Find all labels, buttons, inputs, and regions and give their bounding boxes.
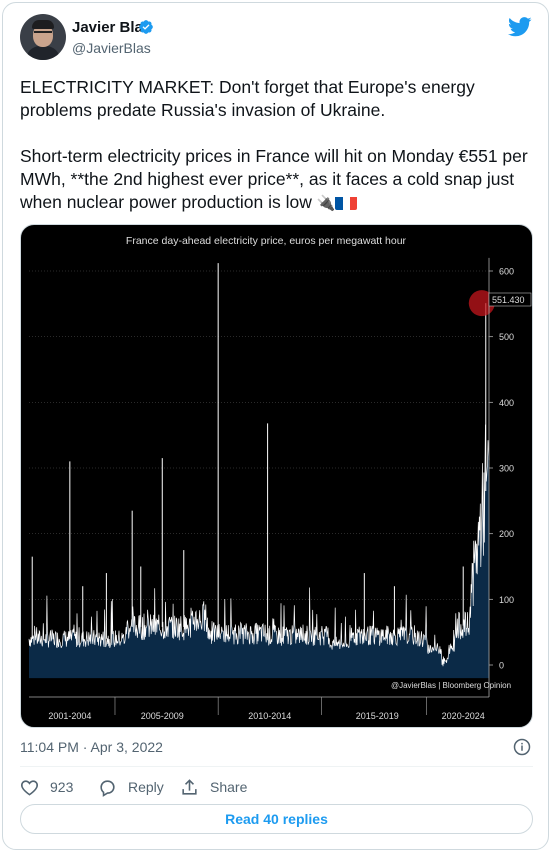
reply-icon — [100, 779, 115, 797]
chart-credit: @JavierBlas | Bloomberg Opinion — [391, 681, 511, 690]
reply-label: Reply — [128, 779, 164, 795]
tweet-paragraph-1: ELECTRICITY MARKET: Don't forget that Eu… — [20, 77, 475, 120]
author-name[interactable]: Javier Blas — [72, 19, 152, 36]
reply-button[interactable]: Reply — [98, 777, 164, 797]
verified-badge-icon — [139, 20, 153, 34]
france-flag-icon — [335, 195, 358, 210]
share-icon — [182, 778, 197, 795]
tweet-paragraph-2-text: Short-term electricity prices in France … — [20, 146, 528, 212]
chart-title: France day-ahead electricity price, euro… — [126, 235, 407, 247]
tweet-paragraph-2: Short-term electricity prices in France … — [20, 145, 535, 215]
y-tick-label: 100 — [499, 595, 514, 605]
last-value-label: 551.430 — [488, 292, 532, 307]
x-tick-label: 2015-2019 — [356, 711, 399, 721]
tweet-text: ELECTRICITY MARKET: Don't forget that Eu… — [20, 76, 535, 238]
twitter-bird-icon[interactable] — [508, 17, 532, 37]
chart-svg: 0 100 200 300 400 500 600 2001-2004 2005-2009 20… — [28, 235, 532, 721]
y-tick-label: 500 — [499, 332, 514, 342]
like-count: 923 — [50, 779, 74, 795]
y-tick-label: 300 — [499, 464, 514, 474]
read-replies-button[interactable]: Read 40 replies — [20, 804, 533, 834]
last-value-text: 551.430 — [492, 295, 525, 305]
y-tick-label: 600 — [499, 267, 514, 277]
chart-image[interactable]: 0 100 200 300 400 500 600 2001-2004 2005-2009 20… — [20, 224, 533, 728]
divider — [20, 766, 533, 767]
latest-price-highlight — [468, 290, 495, 317]
y-tick-label: 400 — [499, 398, 514, 408]
price-line — [28, 424, 490, 667]
author-handle[interactable]: @JavierBlas — [72, 40, 151, 56]
share-button[interactable]: Share — [180, 777, 247, 797]
y-tick-label: 200 — [499, 529, 514, 539]
heart-icon — [21, 779, 38, 796]
info-icon[interactable] — [513, 738, 531, 756]
share-label: Share — [210, 779, 248, 795]
x-tick-label: 2010-2014 — [248, 711, 291, 721]
y-tick-label: 0 — [499, 661, 504, 671]
x-tick-label: 2020-2024 — [442, 711, 485, 721]
x-tick-label: 2001-2004 — [48, 711, 91, 721]
avatar[interactable] — [20, 14, 66, 60]
tweet-timestamp[interactable]: 11:04 PM · Apr 3, 2022 — [20, 739, 163, 755]
x-tick-label: 2005-2009 — [141, 711, 184, 721]
like-button[interactable]: 923 — [20, 777, 73, 797]
plug-emoji: 🔌 — [316, 195, 336, 212]
